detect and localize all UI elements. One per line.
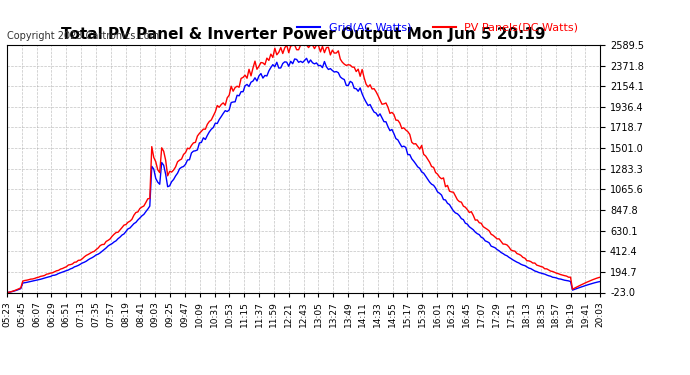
PV Panels(DC Watts)	[358, 67, 366, 72]
Line: Grid(AC Watts): Grid(AC Watts)	[7, 58, 600, 292]
Grid(AC Watts)	[5, 290, 13, 294]
PV Panels(DC Watts)	[5, 290, 13, 294]
Line: PV Panels(DC Watts): PV Panels(DC Watts)	[7, 45, 600, 292]
Grid(AC Watts)	[302, 56, 311, 60]
Grid(AC Watts)	[368, 106, 376, 111]
PV Panels(DC Watts)	[542, 267, 551, 271]
Grid(AC Watts)	[3, 290, 11, 295]
PV Panels(DC Watts)	[3, 290, 11, 295]
Grid(AC Watts)	[505, 255, 513, 260]
PV Panels(DC Watts)	[596, 275, 604, 279]
PV Panels(DC Watts)	[283, 43, 291, 47]
Grid(AC Watts)	[542, 273, 551, 277]
PV Panels(DC Watts)	[505, 245, 513, 249]
Grid(AC Watts)	[356, 86, 364, 90]
Legend: Grid(AC Watts), PV Panels(DC Watts): Grid(AC Watts), PV Panels(DC Watts)	[293, 18, 583, 37]
PV Panels(DC Watts)	[356, 74, 364, 78]
PV Panels(DC Watts)	[368, 87, 376, 91]
Title: Total PV Panel & Inverter Power Output Mon Jun 5 20:19: Total PV Panel & Inverter Power Output M…	[61, 27, 546, 42]
Text: Copyright 2023 Cartronics.com: Copyright 2023 Cartronics.com	[7, 32, 159, 41]
Grid(AC Watts)	[358, 92, 366, 96]
Grid(AC Watts)	[596, 279, 604, 284]
